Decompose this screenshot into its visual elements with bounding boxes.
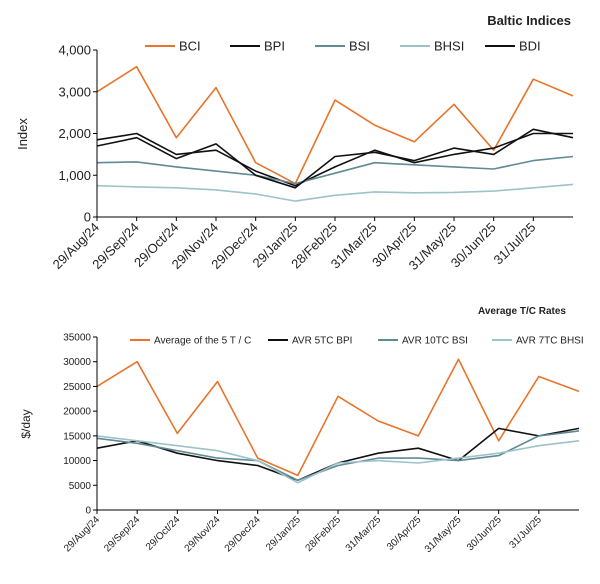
chart-1-x-ticks: 29/Aug/2429/Sep/2429/Oct/2429/Nov/2429/D… bbox=[50, 217, 539, 273]
y-tick-label: 5000 bbox=[69, 481, 92, 492]
series-line-avr-5tc-bpi bbox=[96, 427, 580, 482]
chart-1-series bbox=[96, 65, 574, 202]
chart-1-y-ticks: 0 1,000 2,000 3,000 4,000 bbox=[58, 43, 97, 225]
y-tick-label: 2,000 bbox=[58, 126, 91, 141]
legend-label: AVR 7TC BHSI bbox=[516, 336, 584, 347]
x-tick-label: 29/Sep/24 bbox=[102, 514, 142, 554]
chart-2-legend: Average of the 5 T / C AVR 5TC BPI AVR 10T… bbox=[130, 336, 584, 347]
x-tick-label: 31/May/25 bbox=[423, 514, 464, 555]
chart-2-y-ticks: 0 5000 10000 15000 20000 25000 30000 35000 bbox=[63, 333, 97, 517]
y-tick-label: 1,000 bbox=[58, 168, 91, 183]
legend-item: BPI bbox=[230, 39, 285, 54]
chart-2-y-label: $/day bbox=[19, 409, 33, 438]
legend-item: AVR 7TC BHSI bbox=[492, 336, 584, 347]
chart-1-legend: BCI BPI BSI BHSI BDI bbox=[145, 39, 541, 54]
legend-item: AVR 5TC BPI bbox=[268, 336, 352, 347]
y-tick-label: 0 bbox=[85, 506, 91, 517]
legend-label: BDI bbox=[519, 39, 541, 54]
x-tick-label: 29/Nov/24 bbox=[183, 514, 223, 554]
y-tick-label: 4,000 bbox=[58, 43, 91, 58]
chart-2-series bbox=[96, 358, 580, 484]
chart-2: Average T/C Rates $/day Average of the 5… bbox=[19, 306, 584, 555]
chart-1-title: Baltic Indices bbox=[487, 13, 571, 28]
x-tick-label: 29/Aug/24 bbox=[62, 514, 102, 554]
x-tick-label: 29/Dec/24 bbox=[223, 514, 263, 554]
y-tick-label: 35000 bbox=[63, 333, 91, 344]
legend-item: Average of the 5 T / C bbox=[130, 336, 251, 347]
legend-label: BPI bbox=[264, 39, 285, 54]
series-line-bpi bbox=[96, 132, 573, 187]
x-tick-label: 29/Oct/24 bbox=[144, 514, 183, 553]
legend-item: AVR 10TC BSI bbox=[378, 336, 468, 347]
series-line-average-of-the-5-t-c bbox=[96, 358, 580, 477]
legend-label: BSI bbox=[349, 39, 370, 54]
chart-2-title: Average T/C Rates bbox=[478, 306, 566, 317]
legend-label: Average of the 5 T / C bbox=[154, 336, 251, 347]
y-tick-label: 30000 bbox=[63, 357, 91, 368]
series-line-bci bbox=[96, 65, 574, 185]
y-tick-label: 15000 bbox=[63, 431, 91, 442]
legend-item: BSI bbox=[315, 39, 370, 54]
series-line-bhsi bbox=[96, 183, 574, 202]
x-tick-label: 31/Jul/25 bbox=[491, 220, 539, 268]
x-tick-label: 30/Jun/25 bbox=[465, 514, 504, 553]
legend-label: AVR 10TC BSI bbox=[402, 336, 468, 347]
y-tick-label: 0 bbox=[84, 210, 91, 225]
y-tick-label: 20000 bbox=[63, 407, 91, 418]
series-line-avr-10tc-bsi bbox=[96, 430, 580, 482]
chart-1: Baltic Indices Index BCI BPI BSI BHSI BDI 0 1… bbox=[15, 13, 574, 273]
chart-1-y-label: Index bbox=[15, 118, 30, 150]
series-line-bdi bbox=[96, 128, 574, 189]
series-line-avr-7tc-bhsi bbox=[96, 435, 580, 484]
x-tick-label: 31/Mar/25 bbox=[344, 514, 384, 554]
legend-label: AVR 5TC BPI bbox=[292, 336, 352, 347]
chart-2-x-ticks: 29/Aug/24 29/Sep/24 29/Oct/24 29/Nov/24 29/D… bbox=[62, 510, 544, 555]
x-tick-label: 30/Apr/25 bbox=[385, 514, 424, 553]
y-tick-label: 10000 bbox=[63, 456, 91, 467]
legend-label: BHSI bbox=[434, 39, 464, 54]
legend-label: BCI bbox=[179, 39, 201, 54]
series-line-bsi bbox=[96, 155, 574, 185]
x-tick-label: 29/Jan/25 bbox=[264, 514, 303, 553]
x-tick-label: 28/Feb/25 bbox=[303, 514, 343, 554]
legend-item: BDI bbox=[485, 39, 541, 54]
x-tick-label: 31/Jul/25 bbox=[507, 514, 544, 551]
y-tick-label: 3,000 bbox=[58, 84, 91, 99]
legend-item: BCI bbox=[145, 39, 201, 54]
legend-item: BHSI bbox=[400, 39, 464, 54]
y-tick-label: 25000 bbox=[63, 382, 91, 393]
